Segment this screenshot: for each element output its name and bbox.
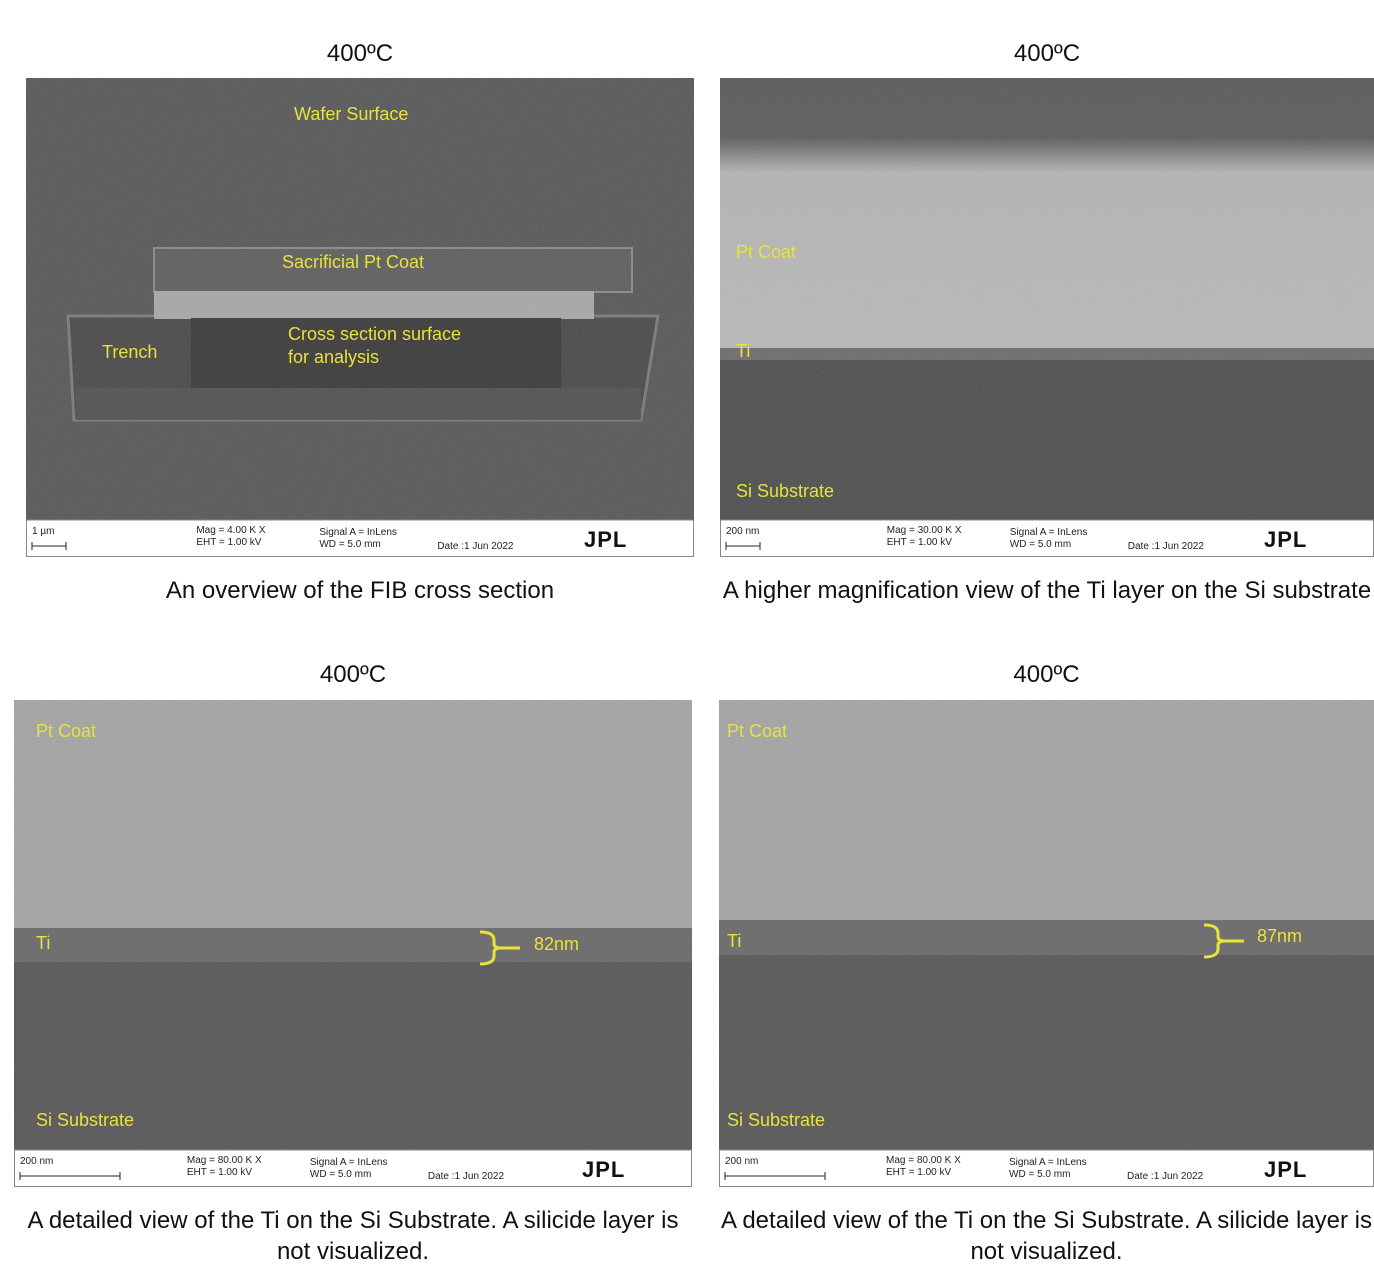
date: Date :1 Jun 2022 xyxy=(1127,1171,1204,1182)
scale-label: 200 nm xyxy=(726,526,759,537)
logo: JPL xyxy=(1264,527,1307,552)
mag: Mag = 4.00 K X xyxy=(196,525,266,536)
caption: A higher magnification view of the Ti la… xyxy=(714,575,1374,606)
annotation: Pt Coat xyxy=(727,721,787,741)
signal: Signal A = InLens xyxy=(1009,1157,1087,1168)
annotation: Ti xyxy=(36,933,50,953)
eht: EHT = 1.00 kV xyxy=(887,537,952,548)
caption: A detailed view of the Ti on the Si Subs… xyxy=(713,1205,1374,1267)
annotation: Wafer Surface xyxy=(294,104,408,124)
scale-label: 200 nm xyxy=(725,1156,758,1167)
panel-title: 400ºC xyxy=(719,661,1374,689)
annotation: Sacrificial Pt Coat xyxy=(282,252,424,272)
annotation: Si Substrate xyxy=(727,1110,825,1130)
eht: EHT = 1.00 kV xyxy=(187,1167,252,1178)
wd: WD = 5.0 mm xyxy=(1010,539,1071,550)
sem-image: Pt Coat Ti Si Substrate 200 nm Mag = 30.00 K… xyxy=(720,78,1374,557)
signal: Signal A = InLens xyxy=(310,1157,388,1168)
logo: JPL xyxy=(582,1157,625,1182)
annotation: for analysis xyxy=(288,347,379,367)
eht: EHT = 1.00 kV xyxy=(196,537,261,548)
date: Date :1 Jun 2022 xyxy=(428,1171,505,1182)
date: Date :1 Jun 2022 xyxy=(437,541,514,552)
annotation: 82nm xyxy=(534,934,579,954)
annotation: 87nm xyxy=(1257,926,1302,946)
logo: JPL xyxy=(584,527,627,552)
signal: Signal A = InLens xyxy=(1010,527,1088,538)
noise xyxy=(26,78,694,520)
mag: Mag = 80.00 K X xyxy=(187,1155,262,1166)
date: Date :1 Jun 2022 xyxy=(1128,541,1205,552)
mag: Mag = 30.00 K X xyxy=(887,525,962,536)
signal: Signal A = InLens xyxy=(319,527,397,538)
figure: 400ºC An overview of the FIB cross sectio… xyxy=(0,0,1374,1267)
noise xyxy=(720,78,1374,520)
eht: EHT = 1.00 kV xyxy=(886,1167,951,1178)
wd: WD = 5.0 mm xyxy=(310,1169,371,1180)
sem-image: Pt Coat Ti Si Substrate 87nm 200 nm Mag = 80.… xyxy=(719,700,1374,1187)
annotation: Si Substrate xyxy=(736,481,834,501)
caption: An overview of the FIB cross section xyxy=(20,575,700,606)
noise xyxy=(719,700,1374,1150)
caption: A detailed view of the Ti on the Si Subs… xyxy=(8,1205,698,1267)
mag: Mag = 80.00 K X xyxy=(886,1155,961,1166)
annotation: Cross section surface xyxy=(288,324,461,344)
annotation: Ti xyxy=(727,931,741,951)
sem-image: Wafer Surface Sacrificial Pt Coat Trench Cr… xyxy=(26,78,694,557)
panel-title: 400ºC xyxy=(720,40,1374,68)
wd: WD = 5.0 mm xyxy=(1009,1169,1070,1180)
sem-image: Pt Coat Ti Si Substrate 82nm 200 nm Mag = 80.… xyxy=(14,700,692,1187)
panel-title: 400ºC xyxy=(14,661,692,689)
noise xyxy=(14,700,692,1150)
scale-label: 1 µm xyxy=(32,526,54,537)
wd: WD = 5.0 mm xyxy=(319,539,380,550)
annotation: Pt Coat xyxy=(736,242,796,262)
logo: JPL xyxy=(1264,1157,1307,1182)
scale-label: 200 nm xyxy=(20,1156,53,1167)
annotation: Trench xyxy=(102,342,157,362)
annotation: Si Substrate xyxy=(36,1110,134,1130)
panel-title: 400ºC xyxy=(26,40,694,68)
annotation: Pt Coat xyxy=(36,721,96,741)
annotation: Ti xyxy=(736,341,750,361)
